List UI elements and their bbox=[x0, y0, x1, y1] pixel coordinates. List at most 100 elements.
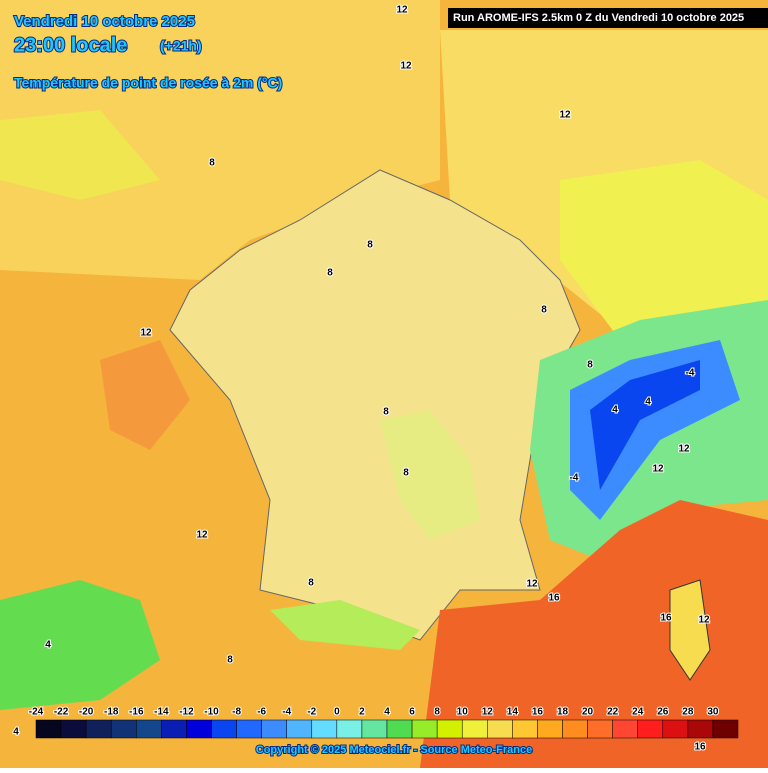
legend-label: -16 bbox=[129, 707, 144, 718]
legend-label: 8 bbox=[434, 707, 440, 718]
contour-label: 8 bbox=[327, 268, 333, 279]
contour-label: -4 bbox=[686, 368, 695, 379]
contour-label: 16 bbox=[548, 593, 560, 604]
north-yellow bbox=[0, 110, 160, 200]
contour-label: 12 bbox=[678, 444, 690, 455]
contour-label: 12 bbox=[652, 464, 664, 475]
date: Vendredi 10 octobre 2025 bbox=[14, 13, 195, 30]
legend-label: 12 bbox=[482, 707, 494, 718]
legend-label: -2 bbox=[307, 707, 316, 718]
legend-label: 30 bbox=[707, 707, 719, 718]
legend-label: -10 bbox=[204, 707, 219, 718]
legend-swatch bbox=[461, 719, 488, 739]
contour-label: 12 bbox=[400, 61, 412, 72]
legend-label: -22 bbox=[54, 707, 69, 718]
contour-label: 8 bbox=[367, 240, 373, 251]
biscay-patch bbox=[100, 340, 190, 450]
legend-label: -18 bbox=[104, 707, 119, 718]
legend-swatch bbox=[712, 719, 739, 739]
contour-label: 16 bbox=[660, 613, 672, 624]
lead: (+21h) bbox=[160, 38, 202, 54]
contour-label: 8 bbox=[541, 305, 547, 316]
legend-swatch bbox=[311, 719, 338, 739]
mediterranean bbox=[420, 500, 768, 768]
copyright: Copyright © 2025 Meteociel.fr - Source M… bbox=[256, 744, 532, 756]
legend-swatch bbox=[286, 719, 313, 739]
contour-label: 12 bbox=[196, 530, 208, 541]
contour-label: 4 bbox=[45, 640, 51, 651]
legend-swatch bbox=[386, 719, 413, 739]
run-box bbox=[448, 8, 768, 28]
legend-label: 18 bbox=[557, 707, 569, 718]
legend-swatch bbox=[35, 719, 62, 739]
legend-label: 20 bbox=[582, 707, 594, 718]
legend-swatch bbox=[336, 719, 363, 739]
legend-swatch bbox=[587, 719, 613, 739]
legend-swatch bbox=[487, 719, 513, 739]
legend-label: 6 bbox=[409, 707, 415, 718]
legend-label: -24 bbox=[29, 707, 44, 718]
legend-swatch bbox=[612, 719, 638, 739]
legend-label: 16 bbox=[532, 707, 544, 718]
legend-swatch bbox=[562, 719, 588, 739]
alps-core bbox=[590, 360, 700, 490]
legend-label: -20 bbox=[79, 707, 94, 718]
contour-label: 8 bbox=[587, 360, 593, 371]
corsica bbox=[669, 579, 711, 681]
legend-label: 28 bbox=[682, 707, 694, 718]
legend-label: -6 bbox=[257, 707, 266, 718]
legend-label: 22 bbox=[607, 707, 619, 718]
legend-swatch bbox=[236, 719, 262, 739]
contour-label: 8 bbox=[227, 655, 233, 666]
contour-label: 8 bbox=[383, 407, 389, 418]
east-yellow bbox=[560, 160, 768, 340]
contour-label: 8 bbox=[308, 578, 314, 589]
legend-swatch bbox=[512, 719, 538, 739]
variable: Température de point de rosée à 2m (°C) bbox=[14, 75, 282, 91]
contour-label: 16 bbox=[694, 742, 706, 753]
legend-swatch bbox=[261, 719, 287, 739]
legend-label: 4 bbox=[384, 707, 390, 718]
contour-label: 12 bbox=[526, 579, 538, 590]
legend-swatch bbox=[136, 719, 162, 739]
legend-swatch bbox=[637, 719, 664, 739]
contour-label: 4 bbox=[612, 405, 618, 416]
legend-label: -8 bbox=[232, 707, 241, 718]
run-info: Run AROME-IFS 2.5km 0 Z du Vendredi 10 o… bbox=[453, 12, 744, 24]
contour-label: 12 bbox=[559, 110, 571, 121]
legend-swatch bbox=[186, 719, 212, 739]
legend-swatch bbox=[411, 719, 438, 739]
legend-swatch bbox=[211, 719, 237, 739]
contour-label: -4 bbox=[570, 473, 579, 484]
central-massif bbox=[380, 410, 480, 540]
legend-label: -4 bbox=[282, 707, 291, 718]
contour-label: 12 bbox=[396, 5, 408, 16]
legend-swatch bbox=[110, 719, 137, 739]
contour-label: 8 bbox=[209, 158, 215, 169]
legend-label: 14 bbox=[507, 707, 519, 718]
legend-label: 2 bbox=[359, 707, 365, 718]
legend-swatch bbox=[662, 719, 689, 739]
legend-swatch bbox=[60, 719, 87, 739]
legend-swatch bbox=[537, 719, 563, 739]
legend-label: -12 bbox=[179, 707, 194, 718]
contour-label: 12 bbox=[698, 615, 710, 626]
legend-swatch bbox=[436, 719, 463, 739]
legend-label: 10 bbox=[457, 707, 469, 718]
contour-label: 4 bbox=[13, 727, 19, 738]
time: 23:00 locale bbox=[14, 34, 127, 56]
legend-swatch bbox=[161, 719, 187, 739]
pyrenees bbox=[270, 600, 420, 650]
contour-label: 12 bbox=[140, 328, 152, 339]
france bbox=[169, 169, 581, 641]
legend-swatch bbox=[361, 719, 388, 739]
legend-label: 24 bbox=[632, 707, 644, 718]
legend-swatch bbox=[85, 719, 112, 739]
legend-label: 26 bbox=[657, 707, 669, 718]
legend-label: -14 bbox=[154, 707, 169, 718]
legend-label: 0 bbox=[334, 707, 340, 718]
legend-swatch bbox=[687, 719, 714, 739]
spain-north bbox=[0, 580, 160, 710]
contour-label: 8 bbox=[403, 468, 409, 479]
